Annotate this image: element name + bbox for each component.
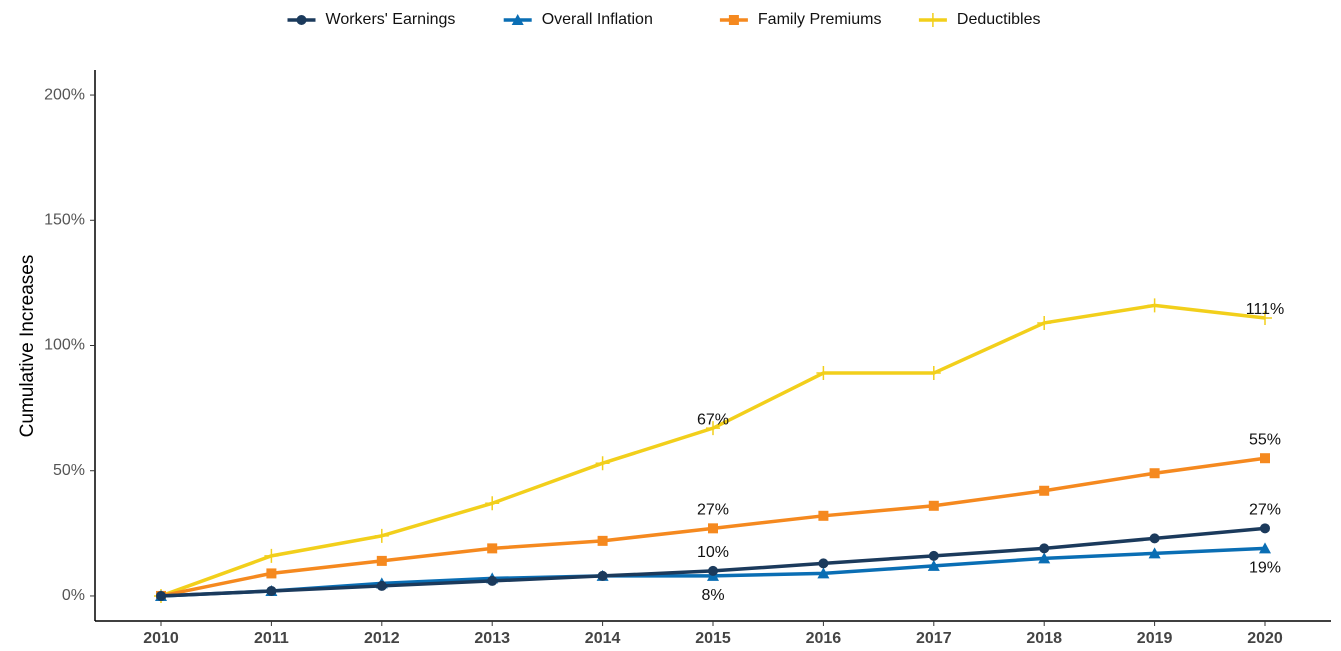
data-point bbox=[928, 500, 939, 511]
x-tick-label: 2011 bbox=[254, 630, 289, 647]
data-point bbox=[1147, 298, 1162, 313]
y-axis-title: Cumulative Increases bbox=[17, 255, 38, 438]
data-point bbox=[266, 568, 277, 579]
data-point bbox=[597, 535, 608, 546]
data-point bbox=[927, 559, 940, 571]
data-point bbox=[1149, 468, 1160, 479]
x-tick-label: 2014 bbox=[585, 630, 621, 647]
legend-marker bbox=[296, 15, 307, 25]
series bbox=[154, 298, 1272, 603]
x-tick-label: 2019 bbox=[1137, 630, 1173, 647]
data-label: 27% bbox=[1249, 502, 1281, 519]
legend-marker bbox=[925, 13, 940, 27]
data-point bbox=[818, 510, 829, 521]
data-point bbox=[818, 558, 829, 569]
data-label: 27% bbox=[697, 502, 729, 519]
legend-item: Workers' Earnings bbox=[287, 11, 456, 28]
data-point bbox=[595, 456, 610, 471]
data-point bbox=[1260, 523, 1270, 534]
y-tick-label: 150% bbox=[44, 211, 85, 228]
y-tick-label: 200% bbox=[44, 86, 85, 103]
data-point bbox=[1258, 310, 1272, 325]
x-tick-label: 2015 bbox=[695, 630, 731, 647]
data-point bbox=[928, 550, 939, 561]
data-point bbox=[1039, 543, 1050, 554]
legend-label: Workers' Earnings bbox=[326, 11, 456, 28]
data-label: 10% bbox=[697, 544, 729, 561]
data-point bbox=[1260, 453, 1270, 464]
data-point bbox=[817, 567, 830, 579]
y-tick-label: 50% bbox=[53, 462, 85, 479]
data-point bbox=[1148, 547, 1161, 559]
data-point bbox=[926, 366, 941, 381]
data-point bbox=[1038, 552, 1051, 564]
x-tick-label: 2016 bbox=[806, 630, 842, 647]
data-point bbox=[156, 590, 166, 601]
legend-label: Deductibles bbox=[957, 11, 1041, 28]
data-point bbox=[1037, 315, 1052, 330]
data-point bbox=[485, 496, 500, 511]
legend-item: Overall Inflation bbox=[503, 11, 653, 28]
data-label: 8% bbox=[701, 587, 724, 604]
data-point bbox=[266, 585, 277, 596]
legend-label: Overall Inflation bbox=[542, 11, 653, 28]
y-tick-label: 0% bbox=[62, 587, 85, 604]
legend-marker bbox=[511, 14, 524, 25]
data-point bbox=[1039, 485, 1050, 496]
x-tick-label: 2017 bbox=[916, 630, 952, 647]
x-tick-label: 2012 bbox=[364, 630, 400, 647]
legend-item: Deductibles bbox=[918, 11, 1041, 28]
legend-label: Family Premiums bbox=[758, 11, 882, 28]
data-point bbox=[597, 570, 608, 581]
data-point bbox=[487, 575, 498, 586]
x-tick-label: 2020 bbox=[1247, 630, 1283, 647]
data-point bbox=[816, 366, 831, 381]
legend-item: Family Premiums bbox=[719, 11, 882, 28]
data-point bbox=[1259, 542, 1271, 554]
data-point bbox=[487, 543, 498, 554]
data-point bbox=[376, 580, 387, 591]
data-label: 67% bbox=[697, 411, 729, 428]
data-point bbox=[1149, 533, 1160, 544]
x-tick-label: 2010 bbox=[143, 630, 179, 647]
data-label: 55% bbox=[1249, 431, 1281, 448]
data-point bbox=[708, 523, 718, 534]
data-point bbox=[264, 548, 279, 563]
data-point bbox=[374, 528, 389, 543]
x-tick-label: 2013 bbox=[474, 630, 510, 647]
x-tick-label: 2018 bbox=[1026, 630, 1062, 647]
data-point bbox=[706, 421, 720, 436]
data-label: 111% bbox=[1246, 301, 1285, 318]
data-label: 19% bbox=[1249, 560, 1281, 577]
data-point bbox=[376, 555, 387, 566]
data-point bbox=[708, 565, 718, 576]
y-tick-label: 100% bbox=[44, 337, 85, 354]
legend-marker bbox=[728, 15, 739, 25]
series bbox=[156, 523, 1270, 601]
